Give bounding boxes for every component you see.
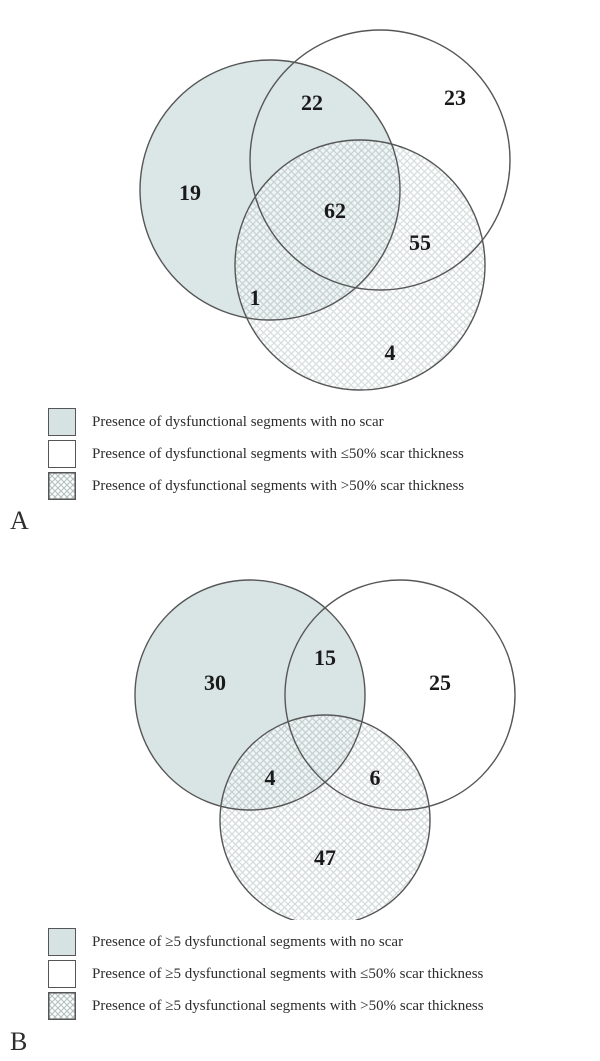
venn-b-value-13: 4 [265,765,276,790]
legend-b: Presence of ≥5 dysfunctional segments wi… [48,928,600,1020]
venn-b-svg: 30 25 47 15 4 6 [50,540,550,920]
legend-a-text-1: Presence of dysfunctional segments with … [92,414,384,431]
venn-a-value-23: 55 [409,230,431,255]
legend-a-text-2: Presence of dysfunctional segments with … [92,446,464,463]
legend-a-row-1: Presence of dysfunctional segments with … [48,408,600,436]
venn-b-value-only2: 25 [429,670,451,695]
venn-a-value-13: 1 [250,285,261,310]
legend-b-row-1: Presence of ≥5 dysfunctional segments wi… [48,928,600,956]
legend-swatch-solid-grey [48,928,76,956]
venn-a-value-only3: 4 [385,340,396,365]
legend-b-text-3: Presence of ≥5 dysfunctional segments wi… [92,998,484,1015]
legend-b-row-3: Presence of ≥5 dysfunctional segments wi… [48,992,600,1020]
panel-a: 19 23 4 22 1 55 62 Presence of dysfuncti… [0,0,600,540]
legend-swatch-hatch [48,472,76,500]
venn-a-svg: 19 23 4 22 1 55 62 [50,0,550,400]
legend-b-row-2: Presence of ≥5 dysfunctional segments wi… [48,960,600,988]
legend-swatch-plain [48,960,76,988]
legend-a-row-2: Presence of dysfunctional segments with … [48,440,600,468]
figure-root: 19 23 4 22 1 55 62 Presence of dysfuncti… [0,0,600,1061]
legend-a-row-3: Presence of dysfunctional segments with … [48,472,600,500]
venn-b-value-23: 6 [370,765,381,790]
legend-swatch-plain [48,440,76,468]
legend-a-text-3: Presence of dysfunctional segments with … [92,478,464,495]
legend-b-text-2: Presence of ≥5 dysfunctional segments wi… [92,966,483,983]
legend-swatch-solid-grey [48,408,76,436]
venn-b-value-only3: 47 [314,845,336,870]
venn-a-circle-gt50-scar [235,140,485,390]
legend-a: Presence of dysfunctional segments with … [48,408,600,500]
venn-b-value-only1: 30 [204,670,226,695]
panel-b-label: B [10,1027,27,1057]
venn-b-value-12: 15 [314,645,336,670]
venn-a-value-only1: 19 [179,180,201,205]
venn-a-value-only2: 23 [444,85,466,110]
panel-a-label: A [10,506,29,536]
legend-swatch-hatch [48,992,76,1020]
venn-a-value-12: 22 [301,90,323,115]
legend-b-text-1: Presence of ≥5 dysfunctional segments wi… [92,934,403,951]
venn-a-value-123: 62 [324,198,346,223]
panel-b: 30 25 47 15 4 6 Presence of ≥5 dysfuncti… [0,540,600,1061]
